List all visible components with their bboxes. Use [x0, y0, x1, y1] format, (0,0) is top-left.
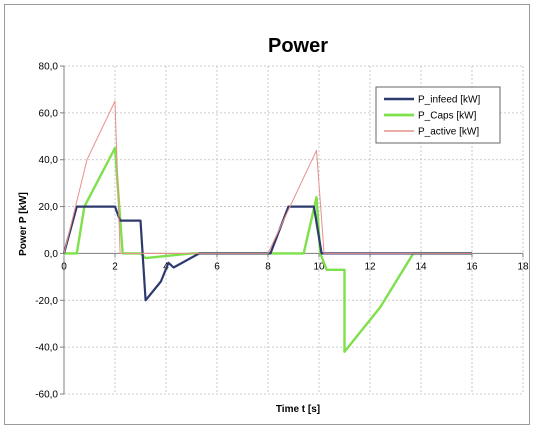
y-tick-labels: 80,0 60,0 40,0 20,0 0,0 -20,0 -40,0 -60,0: [35, 62, 58, 401]
legend-label: P_active [kW]: [418, 127, 479, 138]
x-tick-label: 12: [364, 261, 376, 272]
legend-label: P_Caps [kW]: [418, 111, 477, 122]
y-tick-label: 40,0: [39, 155, 59, 166]
x-tick-label: 8: [265, 261, 271, 272]
y-tick-label: 80,0: [39, 62, 59, 73]
series-lines: [62, 100, 472, 353]
x-tick-label: 6: [214, 261, 220, 272]
x-tick-label: 2: [112, 261, 118, 272]
x-tick-label: 10: [313, 261, 325, 272]
x-tick-labels: 0 2 4 6 8 10 12 14 16 18: [61, 261, 529, 272]
x-tick-label: 18: [517, 261, 529, 272]
y-tick-label: -40,0: [35, 343, 58, 354]
chart-frame: [4, 4, 530, 425]
series-line-p-active: [63, 100, 472, 254]
x-tick-label: 16: [466, 261, 478, 272]
y-tick-label: -60,0: [35, 390, 58, 401]
x-axis-title: Time t [s]: [276, 404, 320, 415]
y-tick-label: 20,0: [39, 202, 59, 213]
y-tick-label: 60,0: [39, 108, 59, 119]
y-tick-label: -20,0: [35, 296, 58, 307]
y-axis-title: Power P [kW]: [18, 192, 29, 256]
x-tick-label: 14: [415, 261, 427, 272]
legend-label: P_infeed [kW]: [418, 95, 480, 106]
y-tick-label: 0,0: [44, 249, 58, 260]
x-tick-label: 0: [61, 261, 67, 272]
series-line-p-infeed: [62, 205, 472, 302]
series-line-p-caps: [64, 146, 472, 353]
chart-title: Power: [268, 35, 328, 57]
legend: P_infeed [kW] P_Caps [kW] P_active [kW]: [375, 86, 501, 144]
